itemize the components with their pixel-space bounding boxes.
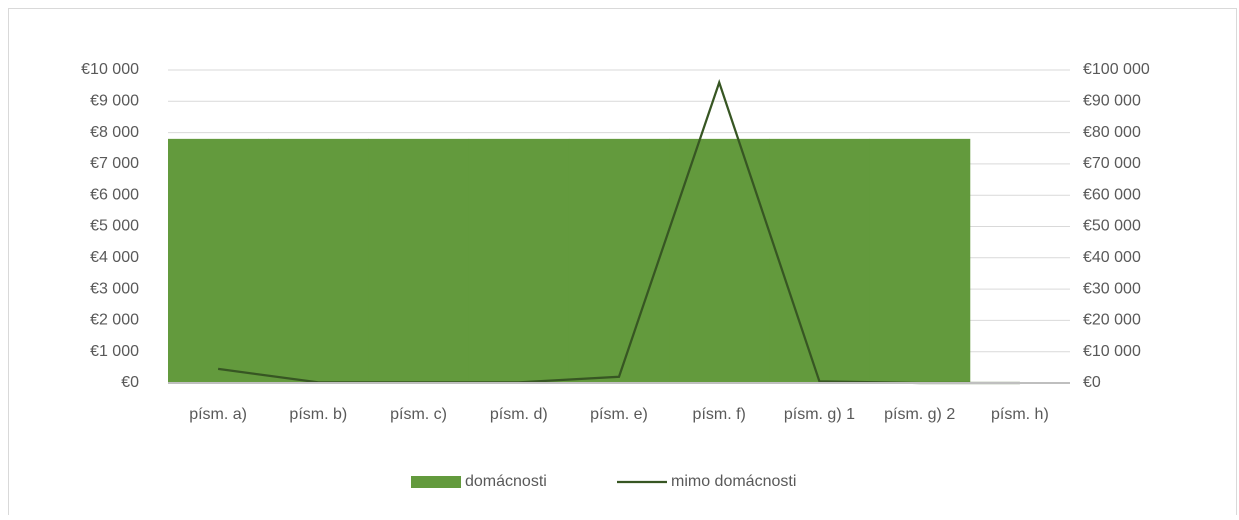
x-tick-label: písm. e) [590,406,648,423]
x-tick-label: písm. f) [693,406,746,423]
bar [769,138,871,383]
y2-tick-label: €0 [1083,374,1101,391]
x-tick-label: písm. g) 2 [884,406,955,423]
y2-tick-label: €10 000 [1083,343,1141,360]
x-tick-label: písm. a) [189,406,247,423]
bar [869,138,971,383]
y-tick-label: €1 000 [90,343,139,360]
y2-tick-label: €100 000 [1083,61,1150,78]
y-tick-label: €3 000 [90,280,139,297]
x-tick-label: písm. b) [289,406,347,423]
y-tick-label: €5 000 [90,218,139,235]
y-tick-label: €6 000 [90,186,139,203]
y2-tick-label: €70 000 [1083,155,1141,172]
bar [568,138,670,383]
legend-swatch [411,476,461,488]
x-tick-label: písm. c) [390,406,447,423]
y-tick-label: €8 000 [90,124,139,141]
x-tick-label: písm. g) 1 [784,406,855,423]
y2-tick-label: €50 000 [1083,218,1141,235]
y-tick-label: €10 000 [81,61,139,78]
y2-tick-label: €30 000 [1083,280,1141,297]
bar [268,138,369,383]
x-tick-label: písm. d) [490,406,548,423]
y2-tick-label: €60 000 [1083,186,1141,203]
legend-label: mimo domácnosti [671,473,796,490]
y2-tick-label: €90 000 [1083,93,1141,110]
bar [669,138,770,383]
y-tick-label: €4 000 [90,249,139,266]
legend-label: domácnosti [465,473,547,490]
y-tick-label: €7 000 [90,155,139,172]
y-tick-label: €0 [121,374,139,391]
bar [468,138,570,383]
y-tick-label: €9 000 [90,93,139,110]
x-tick-label: písm. h) [991,406,1049,423]
bar [368,138,470,383]
y2-tick-label: €20 000 [1083,312,1141,329]
y-tick-label: €2 000 [90,312,139,329]
y2-tick-label: €80 000 [1083,124,1141,141]
y2-tick-label: €40 000 [1083,249,1141,266]
bar [168,138,269,383]
